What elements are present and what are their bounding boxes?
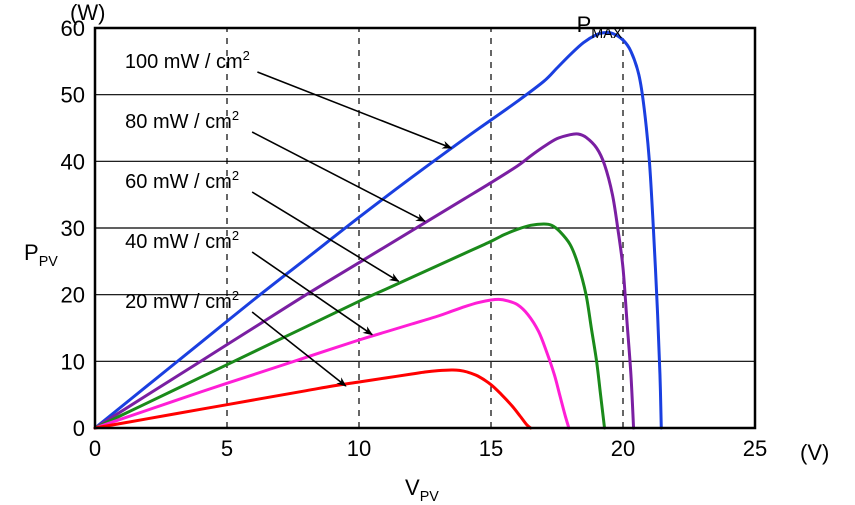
pv-power-chart: 01020304050600510152025 100 mW / cm280 m… bbox=[0, 0, 855, 505]
label-s100: 100 mW / cm2 bbox=[125, 48, 250, 73]
y-tick-label: 40 bbox=[61, 149, 85, 174]
curve-s20 bbox=[95, 370, 531, 428]
y-tick-label: 50 bbox=[61, 83, 85, 108]
y-tick-label: 20 bbox=[61, 283, 85, 308]
series-labels: 100 mW / cm2 80 mW / cm2 60 mW / cm2 40 mW … bbox=[125, 48, 250, 313]
label-s60: 60 mW / cm2 bbox=[125, 168, 239, 193]
label-s80: 80 mW / cm2 bbox=[125, 108, 239, 133]
curve-s40 bbox=[95, 299, 569, 428]
x-tick-label: 0 bbox=[89, 436, 101, 461]
label-s40: 40 mW / cm2 bbox=[125, 228, 239, 253]
x-tick-label: 10 bbox=[347, 436, 371, 461]
x-tick-label: 25 bbox=[743, 436, 767, 461]
x-axis-label: VPV bbox=[405, 475, 439, 505]
y-tick-label: 0 bbox=[73, 416, 85, 441]
curve-s60 bbox=[95, 224, 605, 428]
y-tick-label: 10 bbox=[61, 349, 85, 374]
arrow-s100 bbox=[257, 72, 451, 148]
pmax-label: PMAX bbox=[577, 12, 623, 42]
y-tick-label: 30 bbox=[61, 216, 85, 241]
x-tick-label: 5 bbox=[221, 436, 233, 461]
y-axis-unit: (W) bbox=[70, 0, 105, 25]
label-s20: 20 mW / cm2 bbox=[125, 288, 239, 313]
x-axis-unit: (V) bbox=[800, 440, 829, 465]
x-tick-label: 20 bbox=[611, 436, 635, 461]
grid bbox=[95, 28, 755, 428]
x-tick-label: 15 bbox=[479, 436, 503, 461]
y-axis-label: PPV bbox=[24, 240, 58, 270]
